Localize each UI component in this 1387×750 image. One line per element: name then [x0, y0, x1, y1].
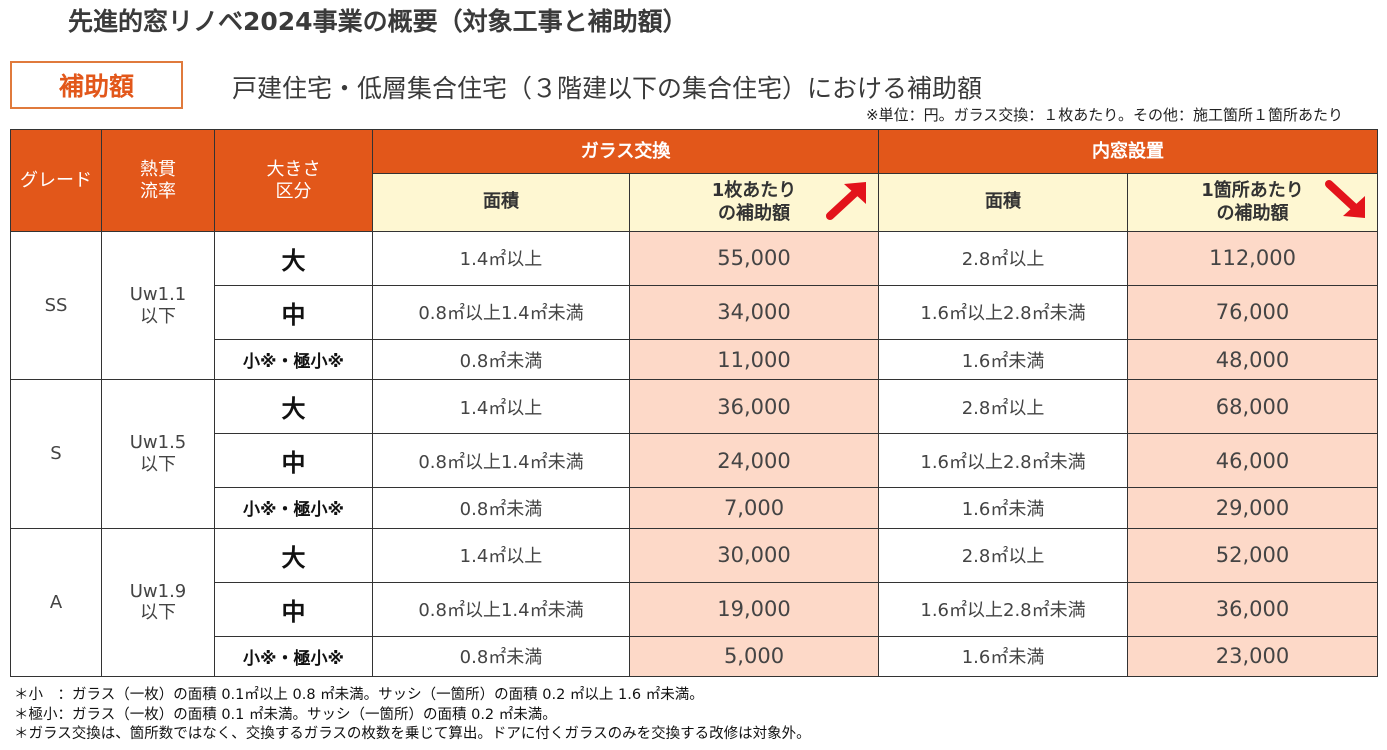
header-glass-area: 面積	[372, 173, 630, 232]
inner-area-cell: 2.8㎡以上	[878, 527, 1129, 583]
uw-suffix: 以下	[140, 453, 176, 475]
inner-amount-cell: 23,000	[1127, 635, 1379, 678]
glass-area-cell: 0.8㎡未満	[372, 635, 630, 678]
table-row: 小※・極小※ 0.8㎡未満 5,000 1.6㎡未満 23,000	[11, 635, 1379, 678]
glass-amount-cell: 19,000	[628, 581, 880, 637]
glass-area-cell: 0.8㎡以上1.4㎡未満	[372, 284, 630, 340]
size-cell: 中	[214, 284, 373, 340]
uw-value: Uw1.5	[129, 432, 187, 454]
inner-area-cell: 1.6㎡未満	[878, 487, 1129, 529]
header-size-line2: 区分	[275, 180, 312, 202]
size-cell: 小※・極小※	[214, 338, 373, 381]
header-glass-exchange: ガラス交換	[371, 129, 880, 174]
header-glass-per-unit-line2: の補助額	[718, 202, 790, 224]
table-row: SS Uw1.1 以下 大 1.4㎡以上 55,000 2.8㎡以上 112,0…	[10, 230, 1379, 381]
inner-amount-cell: 52,000	[1127, 527, 1379, 583]
table-subtitle: 戸建住宅・低層集合住宅（３階建以下の集合住宅）における補助額	[232, 74, 983, 103]
grade-cell: A	[10, 527, 102, 678]
inner-amount-cell: 76,000	[1127, 284, 1379, 340]
uw-suffix: 以下	[140, 305, 176, 327]
unit-note: ※単位：円。ガラス交換：１枚あたり。その他：施工箇所１箇所あたり	[866, 106, 1343, 124]
glass-area-cell: 0.8㎡未満	[372, 338, 630, 381]
header-uw-line1: 熱貫	[140, 158, 176, 180]
uw-cell: Uw1.1 以下	[101, 230, 215, 381]
table-row: 小※・極小※ 0.8㎡未満 11,000 1.6㎡未満 48,000	[11, 338, 1379, 381]
inner-amount-cell: 68,000	[1127, 379, 1379, 435]
glass-amount-cell: 36,000	[628, 379, 880, 435]
size-cell: 大	[214, 527, 373, 583]
header-glass-per-unit: 1枚あたり の補助額	[628, 173, 880, 232]
glass-area-cell: 1.4㎡以上	[372, 527, 630, 583]
table-row: 中 0.8㎡以上1.4㎡未満 24,000 1.6㎡以上2.8㎡未満 46,00…	[11, 433, 1379, 489]
header-grade: グレード	[10, 129, 102, 232]
size-cell: 中	[214, 581, 373, 637]
inner-area-cell: 2.8㎡以上	[878, 231, 1129, 286]
glass-amount-cell: 7,000	[628, 487, 880, 529]
footnote-small: ＊小 ：ガラス（一枚）の面積 0.1㎡以上 0.8 ㎡未満。サッシ（一箇所）の面…	[14, 687, 704, 703]
size-cell: 大	[214, 379, 373, 435]
size-cell: 小※・極小※	[214, 487, 373, 529]
header-glass-per-unit-line1: 1枚あたり	[711, 180, 797, 201]
grade-cell: S	[10, 379, 102, 529]
inner-area-cell: 2.8㎡以上	[878, 379, 1129, 435]
glass-area-cell: 1.4㎡以上	[372, 379, 630, 435]
header-inner-per-place-line1: 1箇所あたり	[1201, 180, 1304, 201]
header-size: 大きさ 区分	[214, 129, 373, 232]
glass-amount-cell: 24,000	[628, 433, 880, 489]
glass-amount-cell: 34,000	[628, 284, 880, 340]
table-row: 中 0.8㎡以上1.4㎡未満 34,000 1.6㎡以上2.8㎡未満 76,00…	[11, 284, 1379, 340]
inner-area-cell: 1.6㎡以上2.8㎡未満	[878, 581, 1129, 637]
footnote-glass-exchange: ＊ガラス交換は、箇所数ではなく、交換するガラスの枚数を乗じて算出。ドアに付くガラ…	[14, 726, 811, 742]
table-row: S Uw1.5 以下 大 1.4㎡以上 36,000 2.8㎡以上 68,000	[10, 379, 1379, 529]
size-cell: 中	[214, 433, 373, 489]
uw-value: Uw1.9	[129, 580, 187, 602]
header-inner-window: 内窓設置	[878, 129, 1379, 174]
uw-value: Uw1.1	[129, 284, 187, 306]
subsidy-table: グレード 熱貫 流率 大きさ 区分 ガラス交換 内窓設置 面積 1枚あたり の補…	[10, 129, 1379, 678]
glass-amount-cell: 5,000	[628, 635, 880, 678]
glass-area-cell: 0.8㎡以上1.4㎡未満	[372, 433, 630, 489]
arrow-down-right-icon	[1325, 180, 1366, 218]
header-inner-per-place-line2: の補助額	[1216, 202, 1289, 224]
header-inner-per-place: 1箇所あたり の補助額	[1127, 173, 1379, 232]
uw-cell: Uw1.9 以下	[101, 527, 215, 678]
size-cell: 小※・極小※	[214, 635, 373, 678]
uw-cell: Uw1.5 以下	[101, 379, 215, 529]
grade-cell: SS	[10, 230, 102, 381]
inner-amount-cell: 36,000	[1127, 581, 1379, 637]
inner-area-cell: 1.6㎡未満	[878, 338, 1129, 381]
glass-amount-cell: 55,000	[628, 231, 880, 286]
uw-suffix: 以下	[140, 602, 176, 624]
page-title: 先進的窓リノベ2024事業の概要（対象工事と補助額）	[68, 7, 688, 36]
header-uw-line2: 流率	[140, 180, 176, 202]
inner-amount-cell: 112,000	[1127, 231, 1379, 286]
glass-area-cell: 0.8㎡未満	[372, 487, 630, 529]
inner-area-cell: 1.6㎡以上2.8㎡未満	[878, 284, 1129, 340]
table-row: 中 0.8㎡以上1.4㎡未満 19,000 1.6㎡以上2.8㎡未満 36,00…	[11, 581, 1379, 637]
inner-area-cell: 1.6㎡未満	[878, 635, 1129, 678]
inner-area-cell: 1.6㎡以上2.8㎡未満	[878, 433, 1129, 489]
footnotes: ＊小 ：ガラス（一枚）の面積 0.1㎡以上 0.8 ㎡未満。サッシ（一箇所）の面…	[14, 686, 811, 745]
header-inner-area: 面積	[878, 173, 1129, 232]
glass-amount-cell: 30,000	[628, 527, 880, 583]
subsidy-badge: 補助額	[10, 61, 183, 109]
inner-amount-cell: 29,000	[1127, 487, 1379, 529]
inner-amount-cell: 48,000	[1127, 338, 1379, 381]
table-row: A Uw1.9 以下 大 1.4㎡以上 30,000 2.8㎡以上 52,000	[10, 527, 1379, 678]
footnote-extra-small: ＊極小：ガラス（一枚）の面積 0.1 ㎡未満。サッシ（一箇所）の面積 0.2 ㎡…	[14, 706, 557, 723]
header-size-line1: 大きさ	[266, 158, 321, 180]
glass-amount-cell: 11,000	[628, 338, 880, 381]
table-row: 小※・極小※ 0.8㎡未満 7,000 1.6㎡未満 29,000	[11, 487, 1379, 529]
glass-area-cell: 0.8㎡以上1.4㎡未満	[372, 581, 630, 637]
inner-amount-cell: 46,000	[1127, 433, 1379, 489]
glass-area-cell: 1.4㎡以上	[372, 231, 630, 286]
arrow-up-right-icon	[826, 182, 867, 220]
header-uw: 熱貫 流率	[101, 129, 215, 232]
size-cell: 大	[214, 231, 373, 286]
